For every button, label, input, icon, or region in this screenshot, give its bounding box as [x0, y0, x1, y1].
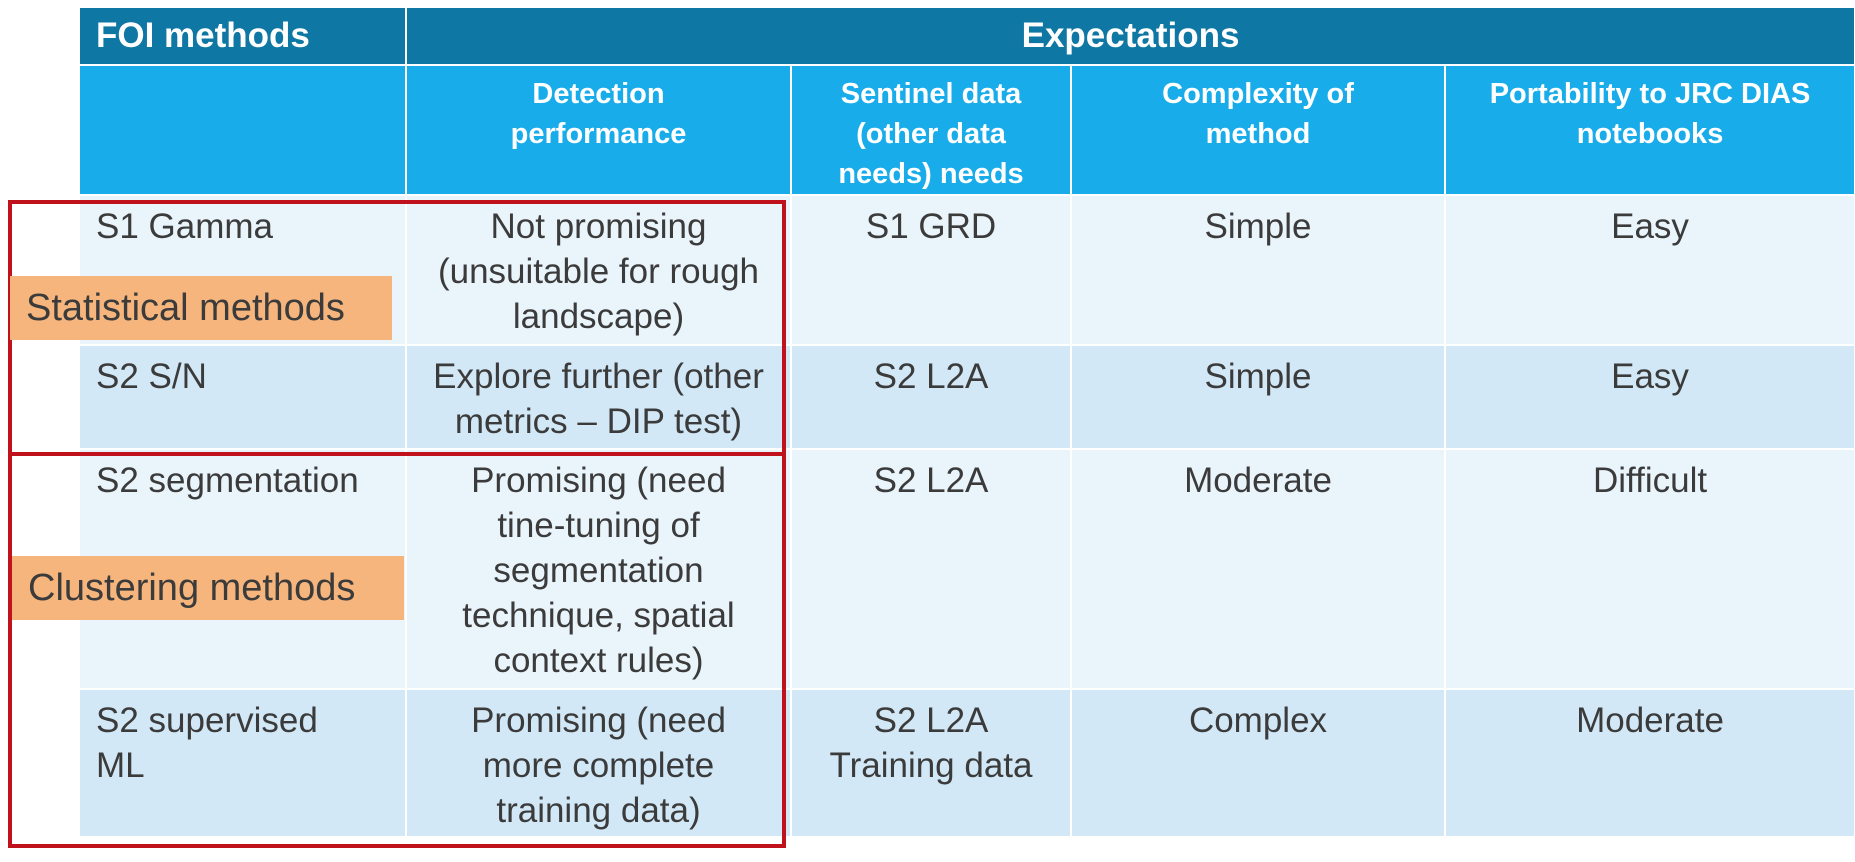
cell-method: S2 S/N [78, 344, 407, 450]
clustering-methods-label: Clustering methods [12, 556, 404, 620]
cell-complexity: Moderate [1070, 448, 1446, 690]
cell-detection: Explore further (other metrics – DIP tes… [405, 344, 792, 450]
table-row-s2-sn: S2 S/N Explore further (other metrics – … [78, 344, 1855, 450]
cell-data-needs: S2 L2A [790, 448, 1072, 690]
cell-complexity: Simple [1070, 344, 1446, 450]
subheader-empty [78, 64, 407, 196]
subheader-detection-performance: Detection performance [405, 64, 792, 196]
subheader-complexity: Complexity of method [1070, 64, 1446, 196]
foi-methods-table: FOI methods Expectations Detection perfo… [78, 6, 1855, 838]
subheader-portability: Portability to JRC DIAS notebooks [1443, 64, 1855, 196]
subheader-row: Detection performance Sentinel data (oth… [78, 64, 1855, 196]
cell-portability: Difficult [1443, 448, 1855, 690]
subheader-sentinel-data: Sentinel data (other data needs) needs [790, 64, 1072, 196]
cell-method: S2 supervised ML [78, 688, 407, 838]
cell-detection: Promising (need more complete training d… [405, 688, 792, 838]
table-row-s2-supervised-ml: S2 supervised ML Promising (need more co… [78, 688, 1855, 838]
cell-detection: Not promising (unsuitable for rough land… [405, 194, 792, 346]
header-expectations: Expectations [404, 6, 1855, 66]
header-row: FOI methods Expectations [78, 6, 1855, 66]
cell-data-needs: S2 L2A Training data [790, 688, 1072, 838]
header-foi-methods: FOI methods [78, 6, 407, 66]
cell-detection: Promising (need tine-tuning of segmentat… [405, 448, 792, 690]
cell-complexity: Simple [1070, 194, 1446, 346]
cell-portability: Easy [1443, 194, 1855, 346]
cell-portability: Moderate [1443, 688, 1855, 838]
cell-complexity: Complex [1070, 688, 1446, 838]
cell-data-needs: S1 GRD [790, 194, 1072, 346]
table-row-s2-segmentation: S2 segmentation Promising (need tine-tun… [78, 448, 1855, 690]
statistical-methods-label: Statistical methods [10, 276, 392, 340]
cell-data-needs: S2 L2A [790, 344, 1072, 450]
cell-portability: Easy [1443, 344, 1855, 450]
